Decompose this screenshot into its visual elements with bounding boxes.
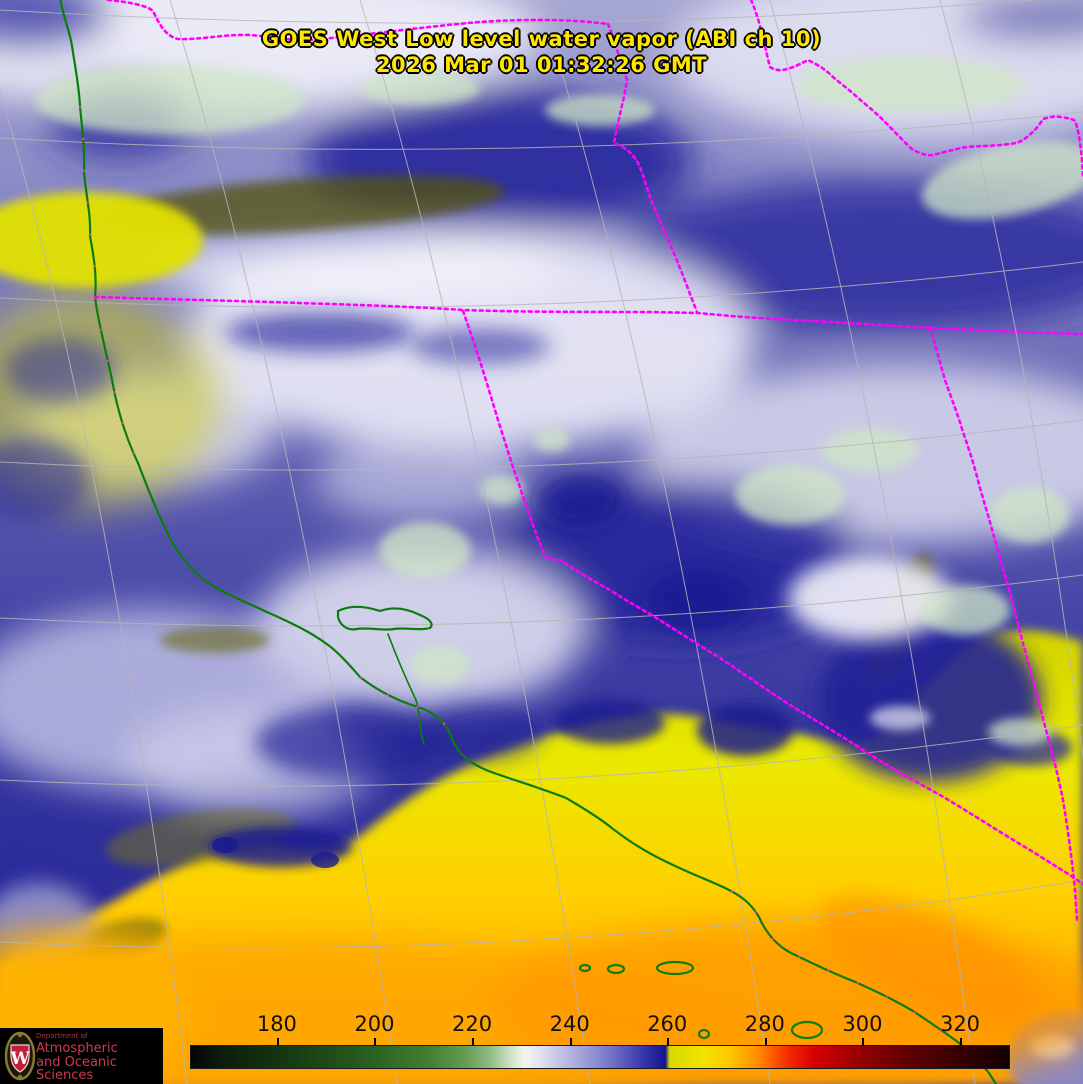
colorbar-tick bbox=[764, 1038, 767, 1046]
island bbox=[606, 963, 626, 975]
colorbar: 180 200 220 240 260 280 300 320 bbox=[190, 1012, 1010, 1069]
colorbar-tick-label: 200 bbox=[354, 1012, 395, 1036]
colorbar-tick bbox=[276, 1038, 279, 1046]
border-wa-or bbox=[106, 0, 610, 42]
colorbar-gradient bbox=[191, 1046, 1009, 1068]
colorbar-tick-label: 300 bbox=[842, 1012, 883, 1036]
colorbar-tick-label: 280 bbox=[744, 1012, 785, 1036]
coast-boundary-dots bbox=[78, 105, 960, 1044]
colorbar-tick bbox=[374, 1038, 377, 1046]
logo-department-of: Department of bbox=[36, 1032, 88, 1040]
aos-logo: W Department of Atmospheric and Oceanic … bbox=[0, 1028, 163, 1084]
border-42n bbox=[93, 295, 1083, 336]
colorbar-tick-label: 240 bbox=[549, 1012, 590, 1036]
colorbar-tick-label: 220 bbox=[452, 1012, 493, 1036]
colorbar-tick bbox=[667, 1038, 670, 1046]
crest-letter: W bbox=[9, 1049, 30, 1069]
detail-layer bbox=[0, 57, 1083, 1084]
colorbar-tick-label: 320 bbox=[939, 1012, 981, 1036]
border-snake-river bbox=[749, 0, 1083, 179]
island bbox=[697, 1028, 711, 1040]
island bbox=[790, 1020, 824, 1040]
colorbar-tick-label: 260 bbox=[647, 1012, 688, 1036]
colorbar-tick bbox=[960, 1038, 962, 1046]
sf-bay bbox=[336, 605, 433, 631]
colorbar-tick-label: 180 bbox=[256, 1012, 297, 1036]
valley-rivers bbox=[387, 633, 425, 745]
logo-text: Department of Atmospheric and Oceanic Sc… bbox=[36, 1032, 163, 1083]
logo-atmospheric: Atmospheric bbox=[36, 1041, 118, 1056]
border-ca-nv bbox=[461, 309, 1083, 886]
uw-crest-icon: W bbox=[4, 1031, 36, 1081]
border-nv-ut bbox=[928, 325, 1079, 922]
coastline bbox=[59, 0, 998, 1084]
logo-oceanic-sciences: and Oceanic Sciences bbox=[36, 1055, 117, 1083]
island bbox=[655, 960, 695, 976]
island bbox=[578, 963, 592, 973]
state-boundaries bbox=[93, 0, 1083, 922]
colorbar-tick bbox=[472, 1038, 475, 1046]
border-or-id-west bbox=[606, 22, 699, 314]
colorbar-tick bbox=[569, 1038, 572, 1046]
colorbar-tick bbox=[862, 1038, 865, 1046]
